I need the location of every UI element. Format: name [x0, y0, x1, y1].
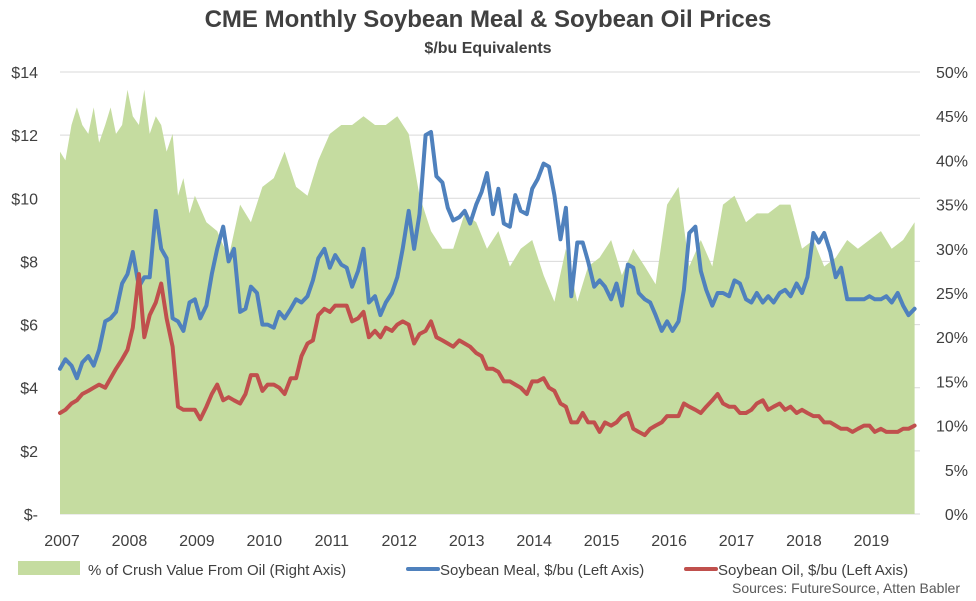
area-series-crush-oil-share [60, 89, 915, 514]
left-axis-tick-label: $2 [20, 444, 38, 461]
x-axis-tick-label: 2007 [44, 533, 80, 550]
left-axis-tick-label: $8 [20, 254, 38, 271]
x-axis-tick-label: 2013 [449, 533, 485, 550]
legend: % of Crush Value From Oil (Right Axis) So… [18, 561, 908, 579]
left-axis-tick-label: $10 [11, 191, 38, 208]
left-axis-tick-label: $14 [11, 65, 38, 82]
x-axis-tick-label: 2015 [584, 533, 620, 550]
chart-subtitle: $/bu Equivalents [424, 40, 552, 57]
left-axis-tick-label: $4 [20, 381, 38, 398]
line-series-soybean-oil [58, 272, 917, 438]
left-axis-tick-label: $- [24, 507, 38, 524]
x-axis-tick-label: 2016 [651, 533, 687, 550]
right-axis-tick-label: 0% [945, 507, 968, 524]
legend-label: % of Crush Value From Oil (Right Axis) [88, 562, 346, 579]
x-axis-tick-label: 2018 [786, 533, 822, 550]
right-axis-tick-label: 15% [936, 374, 968, 391]
line-series-layer [58, 130, 917, 438]
x-axis-tick-label: 2014 [516, 533, 552, 550]
right-axis-tick-label: 5% [945, 463, 968, 480]
x-axis-ticks: 2007 2008 2009 2010 2011 2012 2013 2014 2015 2016… [44, 533, 889, 550]
legend-label: Soybean Oil, $/bu (Left Axis) [718, 562, 908, 579]
right-axis-tick-label: 45% [936, 109, 968, 126]
x-axis-tick-label: 2008 [112, 533, 148, 550]
x-axis-tick-label: 2011 [315, 533, 350, 550]
area-series-layer [60, 89, 915, 514]
x-axis-tick-label: 2012 [381, 533, 417, 550]
right-axis-tick-label: 25% [936, 286, 968, 303]
right-axis-tick-label: 20% [936, 330, 968, 347]
right-axis-tick-label: 10% [936, 419, 968, 436]
legend-item-soybean-meal: Soybean Meal, $/bu (Left Axis) [406, 562, 644, 579]
right-axis-tick-label: 30% [936, 242, 968, 259]
x-axis-tick-label: 2010 [247, 533, 283, 550]
x-axis-tick-label: 2019 [854, 533, 890, 550]
left-axis-tick-label: $12 [11, 128, 38, 145]
x-axis-tick-label: 2009 [179, 533, 215, 550]
right-axis-ticks: 0% 5% 10% 15% 20% 25% 30% 35% 40% 45% 50% [936, 65, 968, 524]
line-series-soybean-meal [58, 130, 917, 381]
legend-swatch [18, 561, 80, 575]
right-axis-tick-label: 50% [936, 65, 968, 82]
legend-label: Soybean Meal, $/bu (Left Axis) [440, 562, 644, 579]
legend-item-crush-oil-share: % of Crush Value From Oil (Right Axis) [18, 561, 346, 579]
left-axis-tick-label: $6 [20, 318, 38, 335]
right-axis-tick-label: 35% [936, 198, 968, 215]
right-axis-tick-label: 40% [936, 153, 968, 170]
chart-title: CME Monthly Soybean Meal & Soybean Oil P… [204, 6, 772, 33]
source-note: Sources: FutureSource, Atten Babler [731, 580, 960, 596]
x-axis-tick-label: 2017 [719, 533, 755, 550]
left-axis-ticks: $- $2 $4 $6 $8 $10 $12 $14 [11, 65, 38, 524]
legend-item-soybean-oil: Soybean Oil, $/bu (Left Axis) [684, 562, 908, 579]
